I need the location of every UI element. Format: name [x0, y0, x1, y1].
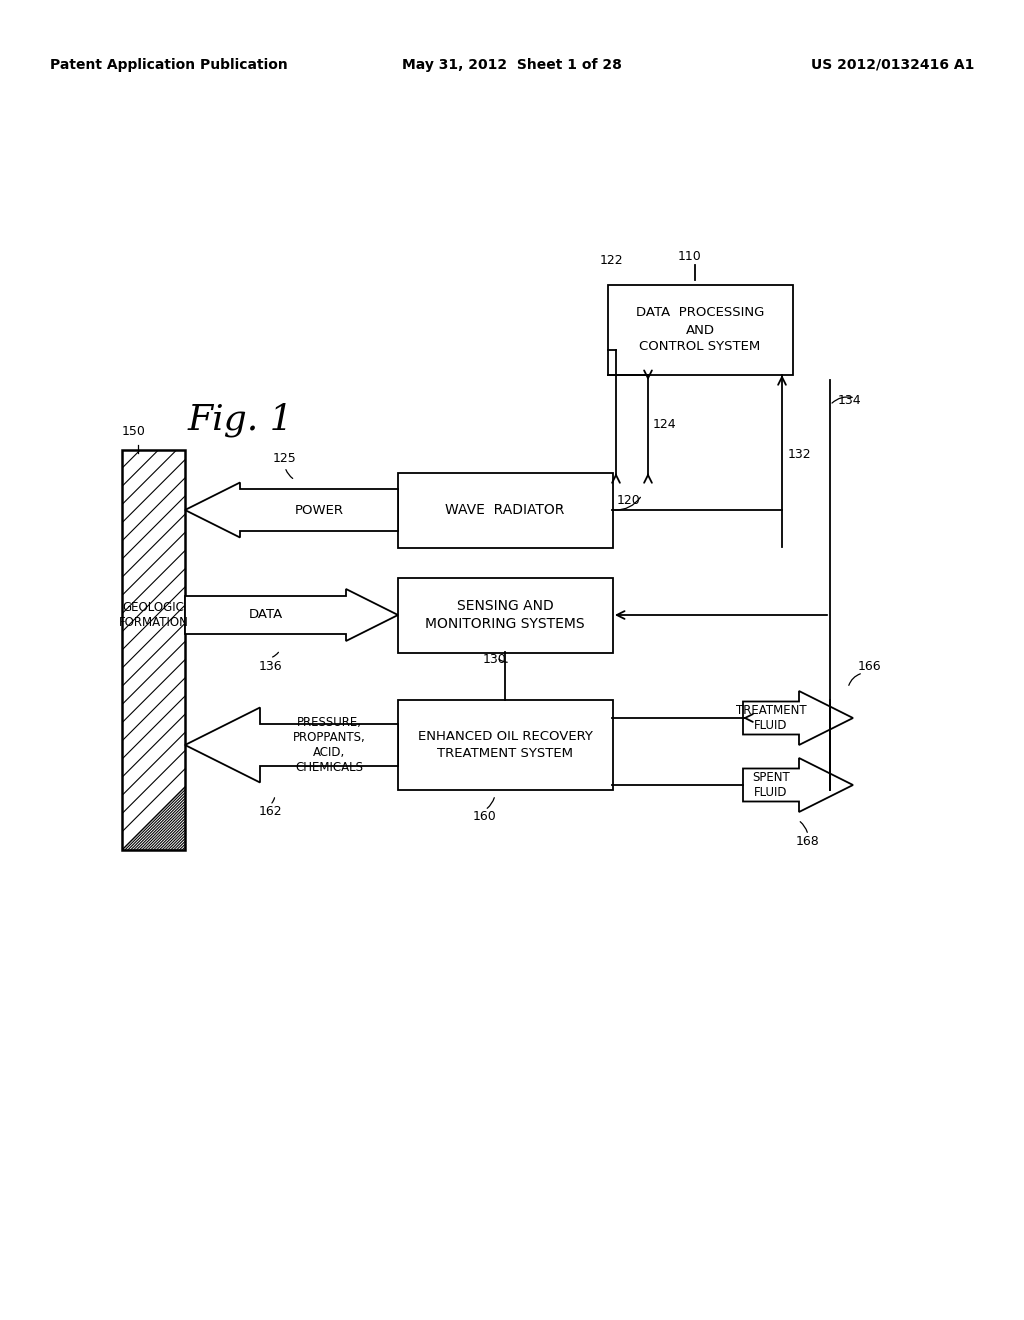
- Text: 132: 132: [788, 447, 812, 461]
- Polygon shape: [743, 690, 853, 744]
- Text: 162: 162: [258, 805, 282, 818]
- Text: ENHANCED OIL RECOVERY
TREATMENT SYSTEM: ENHANCED OIL RECOVERY TREATMENT SYSTEM: [418, 730, 593, 760]
- Text: 166: 166: [858, 660, 882, 673]
- Text: TREATMENT
FLUID: TREATMENT FLUID: [735, 704, 806, 733]
- Text: 160: 160: [473, 810, 497, 822]
- Text: 130: 130: [483, 653, 507, 667]
- Text: Fig. 1: Fig. 1: [187, 403, 293, 437]
- Text: 120: 120: [617, 494, 641, 507]
- Text: 122: 122: [599, 253, 623, 267]
- Text: POWER: POWER: [295, 503, 343, 516]
- Polygon shape: [185, 708, 398, 783]
- Text: 134: 134: [838, 393, 861, 407]
- Text: 125: 125: [273, 451, 297, 465]
- Text: SENSING AND
MONITORING SYSTEMS: SENSING AND MONITORING SYSTEMS: [425, 599, 585, 631]
- Text: WAVE  RADIATOR: WAVE RADIATOR: [445, 503, 564, 517]
- Bar: [607, 285, 793, 375]
- Text: Patent Application Publication: Patent Application Publication: [50, 58, 288, 73]
- Text: 110: 110: [678, 249, 701, 263]
- Text: PRESSURE,
PROPPANTS,
ACID,
CHEMICALS: PRESSURE, PROPPANTS, ACID, CHEMICALS: [293, 715, 366, 774]
- Text: SPENT
FLUID: SPENT FLUID: [752, 771, 790, 799]
- Text: DATA: DATA: [249, 609, 283, 622]
- Bar: [397, 473, 612, 548]
- Bar: [122, 450, 185, 850]
- Bar: [397, 700, 612, 789]
- Text: GEOLOGIC
FORMATION: GEOLOGIC FORMATION: [119, 601, 188, 630]
- Text: 136: 136: [258, 660, 282, 673]
- Text: 150: 150: [122, 425, 145, 438]
- Polygon shape: [185, 483, 398, 537]
- Bar: [397, 578, 612, 652]
- Text: DATA  PROCESSING
AND
CONTROL SYSTEM: DATA PROCESSING AND CONTROL SYSTEM: [636, 306, 764, 354]
- Text: May 31, 2012  Sheet 1 of 28: May 31, 2012 Sheet 1 of 28: [402, 58, 622, 73]
- Polygon shape: [185, 589, 398, 642]
- Text: US 2012/0132416 A1: US 2012/0132416 A1: [811, 58, 974, 73]
- Text: 124: 124: [653, 417, 677, 430]
- Polygon shape: [743, 758, 853, 812]
- Text: 168: 168: [796, 836, 820, 847]
